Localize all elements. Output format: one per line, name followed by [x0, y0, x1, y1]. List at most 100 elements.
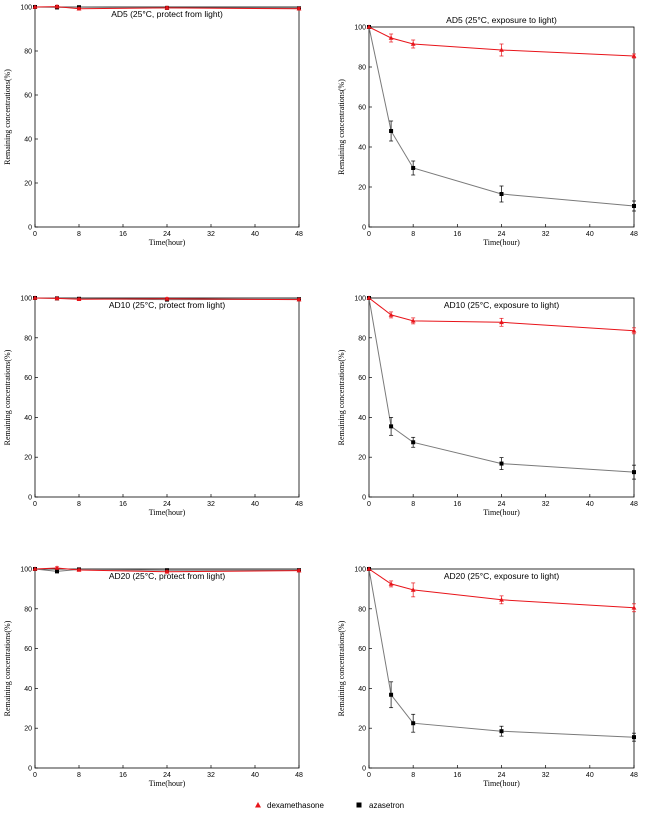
y-tick-label: 20	[358, 185, 366, 192]
series-dexamethasone	[366, 295, 637, 335]
y-tick-label: 60	[24, 93, 32, 100]
y-tick-label: 100	[354, 25, 366, 32]
x-tick-label: 16	[119, 501, 127, 508]
y-tick-label: 80	[24, 49, 32, 56]
x-tick-label: 40	[586, 501, 594, 508]
chart-panel: 0 8 16 24 32 40 48 0 20 40 60 80 100 Time(hour) Remain…	[3, 3, 303, 247]
y-tick-label: 60	[358, 375, 366, 382]
plot-frame	[34, 6, 300, 228]
data-point	[411, 440, 416, 445]
series-dexamethasone	[366, 566, 637, 613]
data-point	[631, 605, 637, 610]
y-tick-label: 40	[24, 137, 32, 144]
data-point	[499, 319, 504, 325]
y-tick-label: 100	[20, 296, 32, 303]
panel-title: AD5 (25°C, protect from light)	[111, 9, 223, 19]
data-point	[389, 424, 394, 429]
x-tick-label: 16	[119, 231, 127, 238]
legend: dexamethasone azasetron	[255, 801, 404, 810]
data-point	[411, 166, 416, 170]
data-point	[388, 312, 394, 317]
data-point	[54, 565, 60, 570]
y-tick-label: 80	[358, 65, 366, 72]
data-point	[54, 295, 60, 301]
y-tick-label: 80	[24, 335, 32, 342]
x-tick-label: 32	[207, 772, 215, 779]
data-point	[76, 6, 82, 11]
x-tick-label: 48	[295, 231, 303, 238]
x-tick-label: 48	[630, 501, 638, 508]
data-point	[366, 24, 372, 29]
y-axis-label: Remaining concentrations(%)	[3, 69, 12, 165]
data-point	[32, 566, 38, 571]
y-axis-label: Remaining concentrations(%)	[337, 349, 346, 445]
y-tick-label: 0	[28, 225, 32, 232]
legend-label: dexamethasone	[267, 801, 324, 810]
chart-panel: 0 8 16 24 32 40 48 0 20 40 60 80 100 Time(hour) Remain…	[3, 565, 303, 788]
x-tick-label: 8	[77, 772, 81, 779]
y-tick-label: 20	[24, 455, 32, 462]
legend-label: azasetron	[369, 801, 404, 810]
y-tick-label: 40	[358, 415, 366, 422]
chart-panel: 0 8 16 24 32 40 48 0 20 40 60 80 100 Time(hour) Remain…	[337, 295, 638, 517]
x-tick-label: 24	[498, 231, 506, 238]
data-point	[164, 5, 170, 10]
data-point	[410, 41, 416, 46]
x-tick-label: 16	[453, 772, 461, 779]
x-tick-label: 16	[453, 231, 461, 238]
x-tick-label: 32	[207, 231, 215, 238]
x-tick-label: 0	[33, 501, 37, 508]
legend-square-icon	[356, 802, 362, 808]
data-point	[499, 597, 504, 602]
series-dexamethasone	[32, 3, 302, 11]
data-point	[296, 567, 302, 573]
plot-frame	[34, 297, 300, 498]
y-tick-label: 0	[28, 495, 32, 502]
x-tick-label: 24	[163, 501, 171, 508]
x-tick-label: 24	[498, 501, 506, 508]
data-point	[164, 296, 170, 301]
x-tick-label: 16	[119, 772, 127, 779]
data-point	[54, 3, 60, 9]
data-point	[410, 318, 416, 323]
data-point	[389, 692, 394, 697]
y-axis-label: Remaining concentrations(%)	[3, 349, 12, 445]
y-tick-label: 100	[20, 567, 32, 574]
data-point	[410, 587, 416, 592]
data-point	[389, 129, 394, 133]
y-tick-label: 80	[358, 335, 366, 342]
y-axis-label: Remaining concentrations(%)	[3, 620, 12, 716]
x-tick-label: 40	[251, 231, 259, 238]
y-tick-label: 60	[24, 375, 32, 382]
chart-panel: 0 8 16 24 32 40 48 0 20 40 60 80 100 Time(hour) Remain…	[337, 15, 638, 247]
y-tick-label: 20	[358, 726, 366, 733]
x-tick-label: 0	[33, 231, 37, 238]
x-tick-label: 48	[295, 772, 303, 779]
x-tick-label: 8	[77, 231, 81, 238]
y-tick-label: 20	[24, 726, 32, 733]
series-dexamethasone	[32, 565, 302, 574]
y-tick-label: 80	[358, 606, 366, 613]
x-tick-label: 32	[207, 501, 215, 508]
plot-frame	[34, 568, 300, 769]
data-point	[411, 721, 416, 726]
data-point	[164, 569, 170, 574]
y-tick-label: 100	[354, 567, 366, 574]
x-axis-label: Time(hour)	[149, 238, 186, 247]
panel-title: AD20 (25°C, exposure to light)	[444, 571, 560, 581]
x-tick-label: 40	[586, 772, 594, 779]
x-tick-label: 32	[542, 772, 550, 779]
x-tick-label: 24	[498, 772, 506, 779]
y-tick-label: 0	[362, 495, 366, 502]
data-point	[388, 35, 394, 40]
data-point	[32, 4, 38, 9]
series-dexamethasone	[366, 24, 637, 59]
data-point	[499, 192, 504, 196]
data-point	[76, 567, 82, 572]
y-axis-label: Remaining concentrations(%)	[337, 620, 346, 716]
x-tick-label: 8	[411, 231, 415, 238]
data-point	[55, 569, 59, 574]
x-tick-label: 0	[367, 501, 371, 508]
data-point	[32, 295, 38, 300]
